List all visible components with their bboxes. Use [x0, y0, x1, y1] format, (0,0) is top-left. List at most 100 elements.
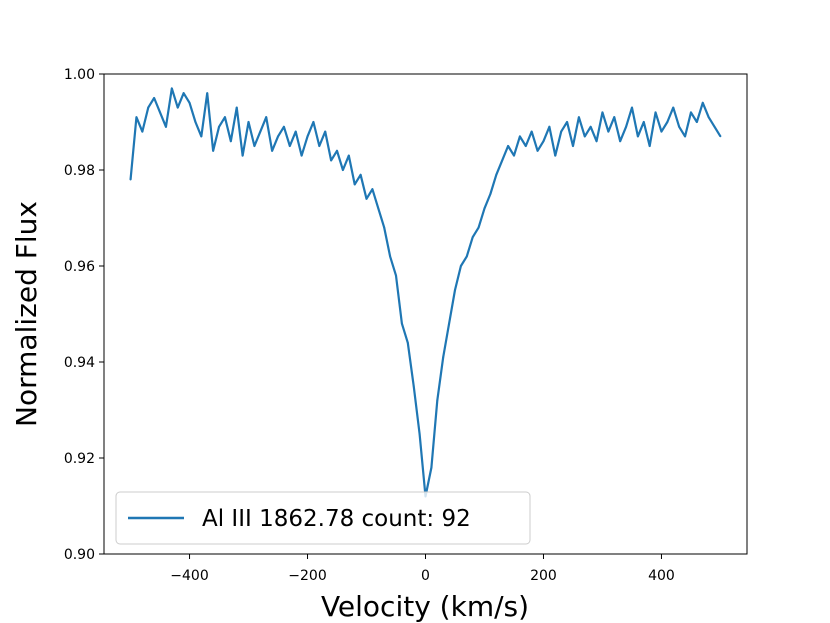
data-point: [235, 106, 238, 109]
data-point: [324, 130, 327, 133]
y-tick-label: 0.92: [64, 451, 95, 467]
data-point: [188, 101, 191, 104]
data-point: [129, 178, 132, 181]
data-point: [283, 125, 285, 128]
data-point: [489, 193, 492, 195]
data-point: [589, 125, 592, 128]
data-point: [636, 135, 639, 138]
data-point: [330, 159, 333, 162]
data-point: [312, 121, 315, 123]
x-axis: −400 −200 0 200 400: [170, 554, 675, 584]
data-point: [536, 149, 539, 152]
y-tick-label: 0.98: [64, 163, 95, 179]
data-point: [389, 255, 392, 258]
data-point: [678, 125, 681, 128]
data-point: [459, 265, 462, 267]
data-point: [577, 116, 580, 119]
data-point: [501, 159, 504, 162]
y-tick-label: 0.94: [64, 355, 95, 371]
y-axis: 0.90 0.92 0.94 0.96 0.98 1.00: [64, 67, 104, 563]
data-point: [347, 154, 350, 157]
data-point: [212, 149, 215, 152]
data-point: [607, 130, 610, 133]
data-point: [318, 145, 321, 147]
data-point: [135, 116, 138, 119]
data-point: [513, 154, 515, 157]
data-point: [530, 130, 533, 133]
data-point: [194, 121, 197, 123]
data-point: [454, 289, 456, 291]
data-point: [241, 154, 244, 157]
y-tick-label: 1.00: [64, 67, 95, 83]
data-point: [690, 111, 692, 114]
data-point: [625, 125, 627, 128]
data-point: [465, 255, 468, 258]
data-point: [566, 121, 568, 123]
data-point: [418, 433, 421, 435]
data-point: [336, 149, 338, 152]
data-point: [542, 140, 545, 143]
data-point: [406, 341, 409, 344]
data-point: [224, 116, 226, 119]
x-tick-label: 0: [421, 568, 430, 584]
y-tick-label: 0.96: [64, 259, 95, 275]
legend-entry-label: Al III 1862.78 count: 92: [202, 506, 471, 532]
data-point: [642, 121, 645, 123]
data-point: [353, 183, 356, 186]
data-point: [524, 145, 527, 147]
data-point: [395, 274, 397, 277]
data-point: [383, 226, 386, 229]
data-point: [277, 135, 279, 138]
data-point: [619, 140, 622, 143]
data-point: [359, 173, 362, 176]
data-point: [165, 125, 167, 128]
data-point: [294, 130, 297, 133]
data-point: [253, 145, 256, 147]
data-point: [430, 466, 433, 469]
data-point: [271, 149, 274, 152]
data-point: [707, 116, 710, 119]
data-point: [477, 226, 480, 229]
data-point: [170, 87, 173, 90]
data-point: [206, 92, 209, 95]
data-point: [713, 125, 716, 128]
y-tick-label: 0.90: [64, 547, 95, 563]
data-point: [371, 188, 374, 191]
data-point: [666, 121, 669, 123]
data-point: [554, 154, 557, 157]
plot-area-frame: [103, 73, 748, 555]
data-point: [265, 116, 268, 119]
data-point: [306, 135, 309, 138]
data-point: [448, 322, 450, 325]
data-point: [672, 106, 675, 109]
data-point: [471, 236, 474, 239]
data-point: [300, 154, 303, 157]
data-point: [518, 135, 521, 138]
data-point: [200, 135, 203, 138]
data-point: [560, 130, 563, 133]
series-points: [129, 87, 722, 498]
x-tick-label: −200: [288, 568, 326, 584]
data-point: [660, 130, 663, 133]
data-point: [483, 207, 486, 210]
data-point: [601, 111, 604, 114]
x-tick-label: −400: [170, 568, 208, 584]
data-point: [654, 111, 657, 114]
data-point: [719, 135, 722, 138]
data-point: [141, 130, 144, 133]
data-point: [229, 140, 232, 143]
data-point: [365, 197, 368, 200]
legend: Al III 1862.78 count: 92: [115, 491, 531, 545]
data-point: [695, 121, 698, 123]
data-point: [377, 207, 380, 210]
data-point: [147, 106, 150, 109]
data-point: [176, 106, 179, 109]
data-point: [548, 125, 551, 128]
data-point: [218, 125, 220, 128]
data-point: [631, 106, 633, 109]
x-tick-label: 400: [648, 568, 675, 584]
x-tick-label: 200: [530, 568, 557, 584]
data-point: [595, 140, 598, 143]
data-point: [401, 322, 403, 325]
